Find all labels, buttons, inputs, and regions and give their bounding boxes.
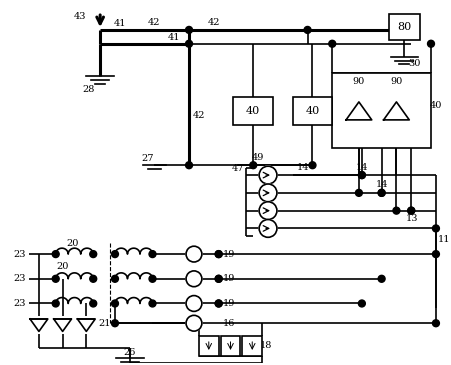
- Circle shape: [186, 296, 202, 311]
- Text: 42: 42: [193, 111, 205, 120]
- Text: 14: 14: [296, 163, 309, 172]
- Text: 47: 47: [232, 164, 244, 173]
- Text: 30: 30: [408, 59, 420, 68]
- Bar: [242, 336, 262, 356]
- Text: 27: 27: [141, 154, 154, 163]
- Text: 18: 18: [260, 341, 272, 350]
- Circle shape: [259, 184, 277, 202]
- Circle shape: [359, 172, 365, 178]
- Text: 14: 14: [375, 180, 388, 189]
- Text: 40: 40: [305, 106, 320, 116]
- Bar: [234, 97, 273, 125]
- Circle shape: [90, 251, 97, 258]
- Text: 90: 90: [390, 77, 403, 86]
- Text: 20: 20: [56, 262, 69, 272]
- Circle shape: [408, 207, 415, 214]
- Circle shape: [259, 202, 277, 219]
- Text: 19: 19: [222, 299, 235, 308]
- Text: 19: 19: [222, 250, 235, 258]
- Circle shape: [111, 251, 119, 258]
- Bar: [388, 14, 420, 40]
- Circle shape: [186, 246, 202, 262]
- Circle shape: [359, 172, 365, 178]
- Circle shape: [149, 300, 156, 307]
- Circle shape: [186, 271, 202, 287]
- Circle shape: [329, 40, 336, 47]
- Circle shape: [433, 225, 439, 232]
- Circle shape: [215, 251, 222, 258]
- Circle shape: [393, 207, 400, 214]
- Text: 14: 14: [356, 163, 368, 172]
- Text: 41: 41: [168, 33, 180, 42]
- Text: 28: 28: [82, 85, 95, 94]
- Circle shape: [111, 320, 119, 327]
- Circle shape: [355, 189, 362, 196]
- Circle shape: [52, 251, 59, 258]
- Circle shape: [408, 207, 415, 214]
- Circle shape: [90, 300, 97, 307]
- Text: 42: 42: [207, 18, 220, 27]
- Text: 21: 21: [99, 319, 111, 328]
- Circle shape: [378, 189, 385, 196]
- Text: 16: 16: [222, 319, 235, 328]
- Text: 23: 23: [13, 274, 25, 283]
- Circle shape: [215, 275, 222, 282]
- Circle shape: [186, 315, 202, 331]
- Circle shape: [433, 251, 439, 258]
- Text: 90: 90: [353, 77, 365, 86]
- Circle shape: [215, 300, 222, 307]
- Circle shape: [359, 300, 365, 307]
- Circle shape: [259, 166, 277, 184]
- Text: 19: 19: [222, 274, 235, 283]
- Circle shape: [304, 26, 311, 33]
- Text: 23: 23: [13, 250, 25, 258]
- Text: 43: 43: [74, 12, 87, 20]
- Circle shape: [111, 275, 119, 282]
- Circle shape: [215, 275, 222, 282]
- Circle shape: [259, 219, 277, 237]
- Circle shape: [52, 300, 59, 307]
- Circle shape: [185, 40, 193, 47]
- Circle shape: [90, 275, 97, 282]
- Circle shape: [185, 26, 193, 33]
- Text: 26: 26: [124, 348, 136, 357]
- Text: 41: 41: [114, 19, 126, 28]
- Circle shape: [378, 189, 385, 196]
- Text: 42: 42: [148, 18, 161, 27]
- Text: 40: 40: [430, 101, 442, 111]
- Circle shape: [428, 40, 434, 47]
- Bar: [221, 336, 240, 356]
- Circle shape: [52, 275, 59, 282]
- Bar: [293, 97, 332, 125]
- Circle shape: [215, 300, 222, 307]
- Circle shape: [185, 162, 193, 169]
- Circle shape: [309, 162, 316, 169]
- Text: 13: 13: [406, 214, 419, 223]
- Circle shape: [149, 251, 156, 258]
- Bar: [332, 73, 431, 149]
- Circle shape: [215, 251, 222, 258]
- Circle shape: [378, 275, 385, 282]
- Text: 49: 49: [252, 153, 264, 162]
- Circle shape: [149, 275, 156, 282]
- Bar: [199, 336, 219, 356]
- Circle shape: [111, 300, 119, 307]
- Text: 80: 80: [397, 22, 411, 32]
- Text: 20: 20: [66, 239, 78, 248]
- Circle shape: [250, 162, 257, 169]
- Text: 23: 23: [13, 299, 25, 308]
- Text: 11: 11: [437, 235, 450, 244]
- Circle shape: [433, 320, 439, 327]
- Text: 40: 40: [246, 106, 260, 116]
